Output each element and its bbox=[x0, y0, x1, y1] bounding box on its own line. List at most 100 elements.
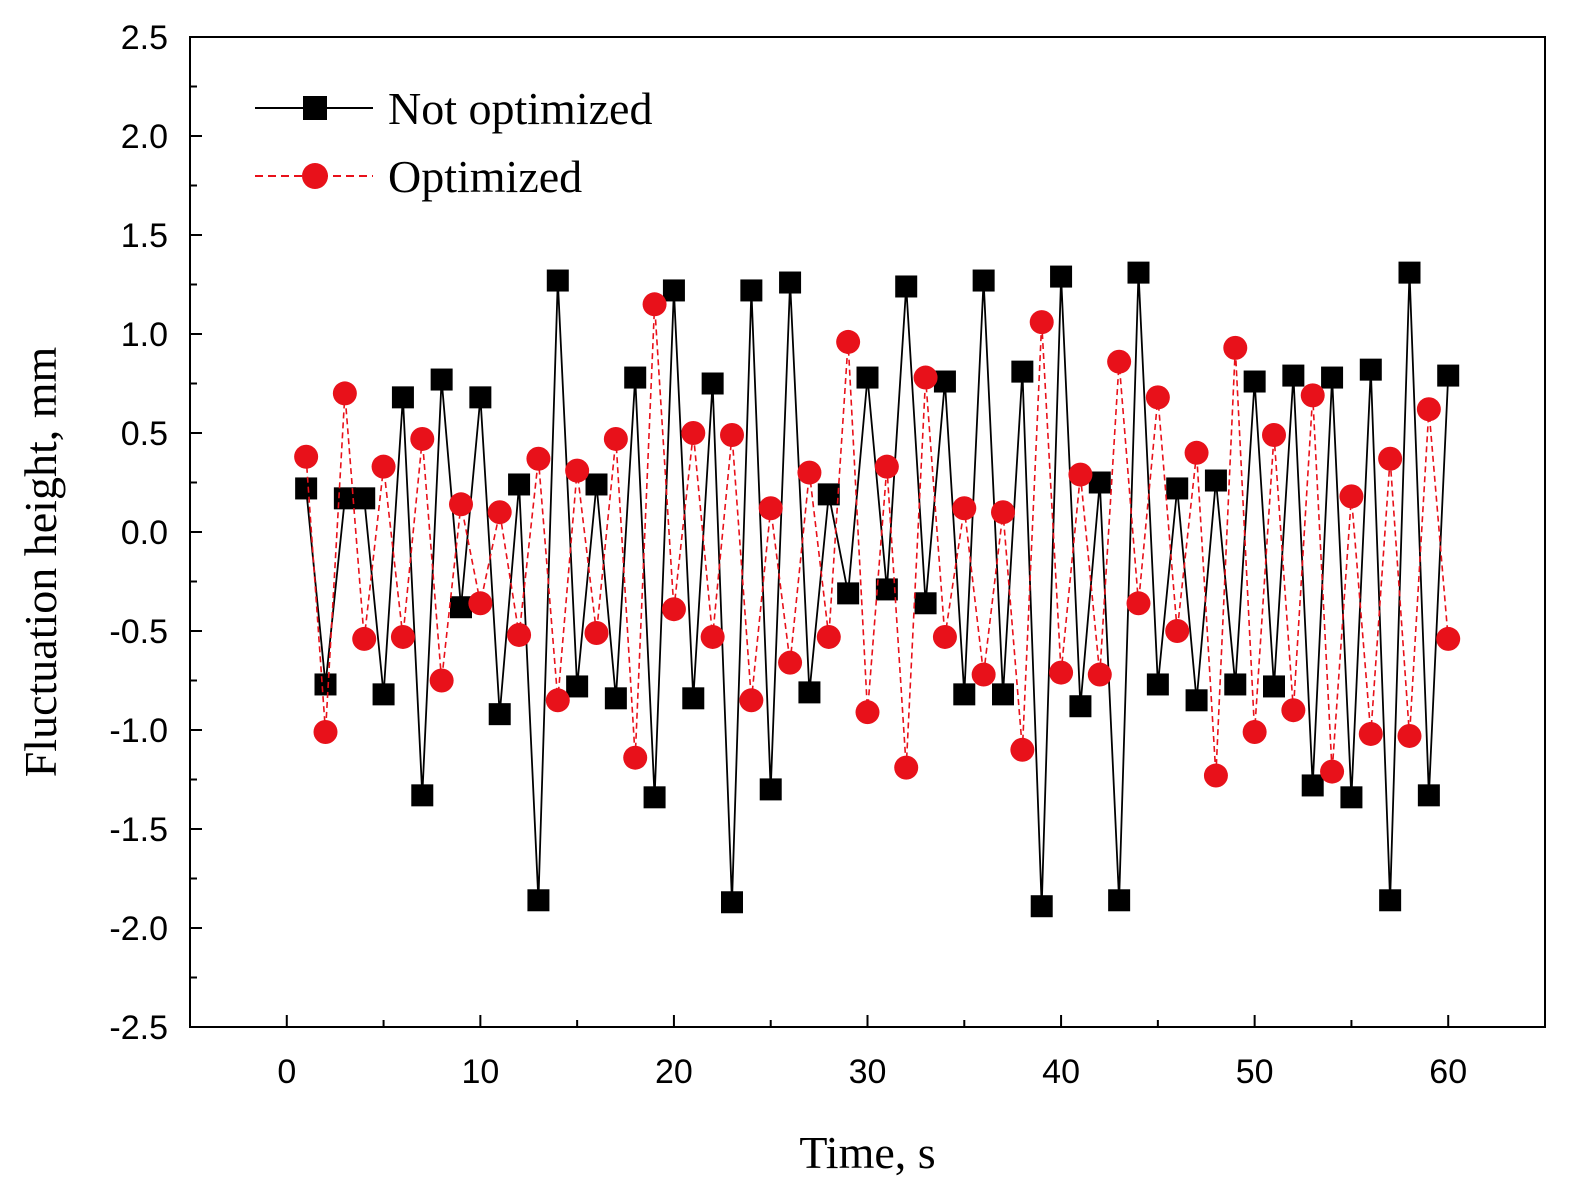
data-point-optimized bbox=[526, 446, 551, 471]
x-tick-label: 60 bbox=[1429, 1053, 1467, 1091]
data-point-optimized bbox=[1068, 462, 1093, 487]
data-point-not-optimized bbox=[856, 366, 879, 389]
data-point-optimized bbox=[1184, 440, 1209, 465]
data-point-optimized bbox=[739, 688, 764, 713]
data-point-optimized bbox=[371, 454, 396, 479]
legend-label: Optimized bbox=[388, 151, 582, 202]
data-point-optimized bbox=[681, 421, 706, 445]
data-point-optimized bbox=[410, 426, 435, 451]
data-point-optimized bbox=[603, 426, 628, 451]
data-point-optimized bbox=[1436, 626, 1461, 651]
data-point-optimized bbox=[971, 662, 996, 687]
data-point-not-optimized bbox=[1030, 895, 1053, 918]
x-tick-label: 30 bbox=[849, 1053, 887, 1091]
data-point-optimized bbox=[1281, 698, 1306, 723]
data-point-optimized bbox=[720, 422, 744, 447]
data-point-not-optimized bbox=[1050, 265, 1073, 288]
y-tick-label: 0.0 bbox=[121, 514, 168, 552]
data-point-not-optimized bbox=[701, 372, 724, 395]
data-point-not-optimized bbox=[1340, 786, 1363, 809]
data-point-optimized bbox=[661, 597, 686, 622]
data-point-not-optimized bbox=[372, 683, 395, 706]
data-point-optimized bbox=[991, 500, 1015, 525]
data-point-not-optimized bbox=[391, 386, 414, 409]
data-point-not-optimized bbox=[682, 687, 705, 710]
data-point-optimized bbox=[1049, 660, 1074, 685]
data-point-optimized bbox=[797, 460, 822, 485]
data-point-not-optimized bbox=[662, 279, 685, 302]
data-point-not-optimized bbox=[817, 483, 840, 506]
data-point-optimized bbox=[468, 591, 493, 616]
data-point-not-optimized bbox=[1263, 675, 1285, 698]
data-point-optimized bbox=[1107, 349, 1132, 374]
data-point-not-optimized bbox=[508, 473, 531, 496]
data-point-not-optimized bbox=[1398, 261, 1421, 284]
data-point-not-optimized bbox=[469, 386, 492, 409]
data-point-optimized bbox=[390, 624, 415, 649]
data-point-not-optimized bbox=[585, 473, 608, 496]
data-point-not-optimized bbox=[566, 675, 589, 698]
x-tick-label: 20 bbox=[655, 1053, 693, 1091]
data-point-not-optimized bbox=[721, 891, 743, 914]
data-point-optimized bbox=[332, 381, 357, 406]
data-point-not-optimized bbox=[488, 703, 511, 726]
x-tick-label: 0 bbox=[277, 1053, 296, 1091]
legend-marker-not-optimized bbox=[303, 96, 327, 120]
data-point-not-optimized bbox=[314, 673, 337, 696]
y-tick-label: 1.5 bbox=[121, 217, 168, 255]
y-tick-label: -2.0 bbox=[109, 910, 168, 948]
data-point-optimized bbox=[429, 668, 454, 693]
data-point-optimized bbox=[507, 622, 532, 647]
data-point-optimized bbox=[700, 624, 725, 649]
data-point-optimized bbox=[932, 624, 957, 649]
data-point-not-optimized bbox=[1166, 477, 1189, 500]
data-point-not-optimized bbox=[933, 370, 956, 393]
data-point-optimized bbox=[565, 458, 590, 483]
data-point-optimized bbox=[487, 500, 512, 525]
data-point-not-optimized bbox=[430, 368, 453, 391]
data-point-not-optimized bbox=[1224, 673, 1247, 696]
data-point-not-optimized bbox=[1437, 364, 1460, 387]
y-tick-label: -1.0 bbox=[109, 712, 168, 750]
x-tick-label: 10 bbox=[461, 1053, 499, 1091]
data-point-optimized bbox=[1165, 619, 1190, 643]
data-point-not-optimized bbox=[1069, 695, 1092, 718]
data-point-not-optimized bbox=[450, 596, 472, 619]
data-point-not-optimized bbox=[1204, 469, 1227, 492]
data-point-not-optimized bbox=[1379, 889, 1402, 912]
data-point-optimized bbox=[623, 745, 648, 770]
data-point-optimized bbox=[758, 496, 783, 521]
data-point-optimized bbox=[1029, 310, 1054, 335]
data-point-not-optimized bbox=[875, 578, 898, 601]
y-axis-label: Fluctuation height, mm bbox=[15, 346, 66, 777]
data-point-optimized bbox=[952, 496, 977, 521]
data-point-not-optimized bbox=[1185, 689, 1208, 712]
data-point-optimized bbox=[313, 719, 338, 744]
y-tick-label: -2.5 bbox=[109, 1009, 168, 1047]
data-point-not-optimized bbox=[295, 477, 318, 500]
data-point-optimized bbox=[855, 700, 880, 725]
data-point-not-optimized bbox=[353, 487, 376, 510]
x-tick-label: 40 bbox=[1042, 1053, 1080, 1091]
data-point-optimized bbox=[1242, 719, 1267, 744]
data-point-not-optimized bbox=[1301, 774, 1324, 797]
data-point-not-optimized bbox=[1011, 360, 1034, 383]
data-point-optimized bbox=[1010, 737, 1035, 762]
data-point-not-optimized bbox=[740, 279, 763, 302]
y-tick-label: 0.5 bbox=[121, 415, 168, 453]
data-point-not-optimized bbox=[1243, 370, 1266, 393]
data-point-not-optimized bbox=[895, 275, 918, 298]
data-point-not-optimized bbox=[604, 687, 627, 710]
data-point-optimized bbox=[642, 292, 667, 317]
data-point-optimized bbox=[352, 626, 377, 651]
data-point-not-optimized bbox=[972, 269, 995, 292]
data-point-not-optimized bbox=[779, 271, 802, 294]
y-tick-label: 1.0 bbox=[121, 316, 168, 354]
data-point-optimized bbox=[874, 454, 899, 479]
x-tick-label: 50 bbox=[1236, 1053, 1274, 1091]
data-point-not-optimized bbox=[1108, 889, 1131, 912]
data-point-optimized bbox=[1397, 723, 1422, 748]
data-point-optimized bbox=[1126, 591, 1151, 616]
